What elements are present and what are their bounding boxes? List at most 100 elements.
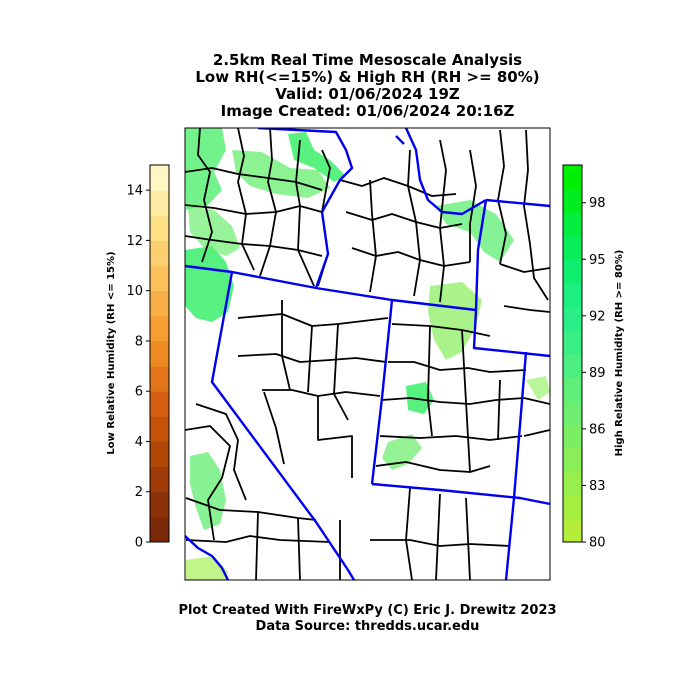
county-line [391, 323, 491, 337]
county-line [427, 325, 433, 437]
county-line [307, 325, 313, 393]
high-rh-color-segment [563, 494, 582, 519]
high-rh-color-segment [563, 165, 582, 190]
map-panel [184, 127, 551, 581]
low-rh-colorbar-ticks: 0 2 4 6 8 10 12 14 [126, 184, 150, 551]
low-rh-colorbar [149, 164, 170, 543]
high-rh-tick-label: 83 [589, 479, 606, 494]
county-line [379, 435, 523, 441]
low-rh-tick-label: 6 [135, 385, 143, 400]
county-line [197, 128, 213, 263]
state-line-idaho-west [314, 211, 330, 289]
county-line [185, 497, 317, 521]
county-line [339, 177, 457, 197]
low-rh-color-segment [150, 190, 169, 216]
county-line [497, 379, 501, 441]
county-line [237, 353, 387, 363]
high-rh-tick-label: 80 [589, 536, 606, 551]
low-rh-tick-label: 4 [135, 435, 143, 450]
state-line-montana-idaho [404, 128, 487, 216]
footer-source: Data Source: thredds.ucar.edu [255, 619, 480, 634]
high-rh-color-segment [563, 235, 582, 260]
county-line [469, 149, 477, 262]
high-rh-area-east-central [428, 282, 482, 360]
high-rh-tick-label: 98 [589, 196, 606, 211]
chart-title-line-3: Valid: 01/06/2024 19Z [275, 85, 460, 103]
high-rh-area-west-coast [185, 246, 234, 322]
state-line-wyoming-east [474, 199, 488, 311]
high-rh-area-southwest [190, 452, 226, 530]
county-line [351, 247, 471, 267]
high-rh-color-segment [563, 424, 582, 449]
county-line [255, 511, 259, 580]
county-line [503, 305, 550, 313]
county-line [259, 128, 277, 277]
county-line [381, 397, 525, 405]
state-line-southwest-coast [185, 535, 230, 580]
high-rh-color-segment [563, 188, 582, 213]
low-rh-color-segment [150, 466, 169, 493]
low-rh-color-segment [150, 290, 169, 317]
high-rh-area-north-central [232, 150, 330, 198]
county-line [345, 211, 463, 229]
high-rh-color-segment [563, 212, 582, 237]
state-line-river-north [395, 135, 405, 145]
low-rh-tick-label: 8 [135, 334, 143, 349]
footer-credit: Plot Created With FireWxPy (C) Eric J. D… [178, 603, 557, 618]
state-line-idaho-wyoming [472, 309, 550, 358]
chart-title-line-2: Low RH(<=15%) & High RH (RH >= 80%) [195, 68, 540, 86]
state-line-california-nevada [210, 271, 356, 580]
county-line [523, 397, 550, 405]
high-rh-tick-label: 86 [589, 422, 606, 437]
county-line [407, 149, 421, 297]
county-line [297, 517, 301, 580]
high-rh-tick-label: 89 [589, 366, 606, 381]
county-line [499, 263, 550, 273]
high-rh-color-segment [563, 377, 582, 402]
high-rh-tick-label: 92 [589, 309, 606, 324]
county-line [185, 204, 323, 215]
high-rh-color-segment [563, 518, 582, 543]
high-rh-color-segment [563, 282, 582, 307]
low-rh-tick-label: 10 [126, 284, 143, 299]
low-rh-color-segment [150, 516, 169, 543]
high-rh-area-south-central [406, 382, 434, 414]
state-boundaries [185, 128, 550, 580]
county-line [317, 396, 353, 478]
low-rh-color-segment [150, 265, 169, 292]
low-rh-color-segment [150, 391, 169, 417]
low-rh-tick-label: 12 [126, 234, 143, 249]
high-rh-tick-label: 95 [589, 253, 606, 268]
county-line [263, 391, 285, 465]
low-rh-color-segment [150, 315, 169, 342]
county-line [281, 300, 291, 391]
high-rh-color-segment [563, 329, 582, 354]
chart-title-line-1: 2.5km Real Time Mesoscale Analysis [212, 51, 523, 69]
state-line-washington-oregon [257, 128, 354, 213]
county-line [523, 429, 550, 437]
low-rh-color-segment [150, 491, 169, 518]
high-rh-colorbar-label: High Relative Humidity (RH >= 80%) [614, 250, 625, 457]
low-rh-color-segment [150, 215, 169, 241]
county-line [185, 167, 323, 191]
low-rh-color-segment [150, 416, 169, 442]
low-rh-color-segment [150, 366, 169, 392]
high-rh-color-segment [563, 306, 582, 331]
low-rh-color-segment [150, 165, 169, 191]
low-rh-color-segment [150, 240, 169, 267]
county-line [195, 403, 247, 501]
state-line-nevada-utah [370, 299, 394, 485]
county-line [375, 461, 491, 473]
low-rh-color-segment [150, 340, 169, 367]
low-rh-color-segment [150, 441, 169, 468]
low-rh-colorbar-frame [149, 164, 170, 543]
county-line [435, 493, 441, 580]
high-rh-colorbar-ticks: 80 83 86 89 92 95 98 [582, 196, 606, 551]
chart-title-line-4: Image Created: 01/06/2024 20:16Z [220, 102, 515, 120]
low-rh-colorbar-label: Low Relative Humidity (RH <= 15%) [106, 251, 117, 454]
state-line-utah-colorado [504, 351, 528, 580]
high-rh-color-segment [563, 353, 582, 378]
low-rh-tick-label: 2 [135, 485, 143, 500]
county-line [465, 497, 471, 580]
map-frame [184, 127, 551, 581]
